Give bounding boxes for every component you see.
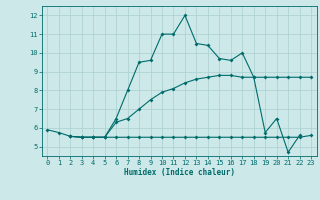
X-axis label: Humidex (Indice chaleur): Humidex (Indice chaleur) [124,168,235,177]
